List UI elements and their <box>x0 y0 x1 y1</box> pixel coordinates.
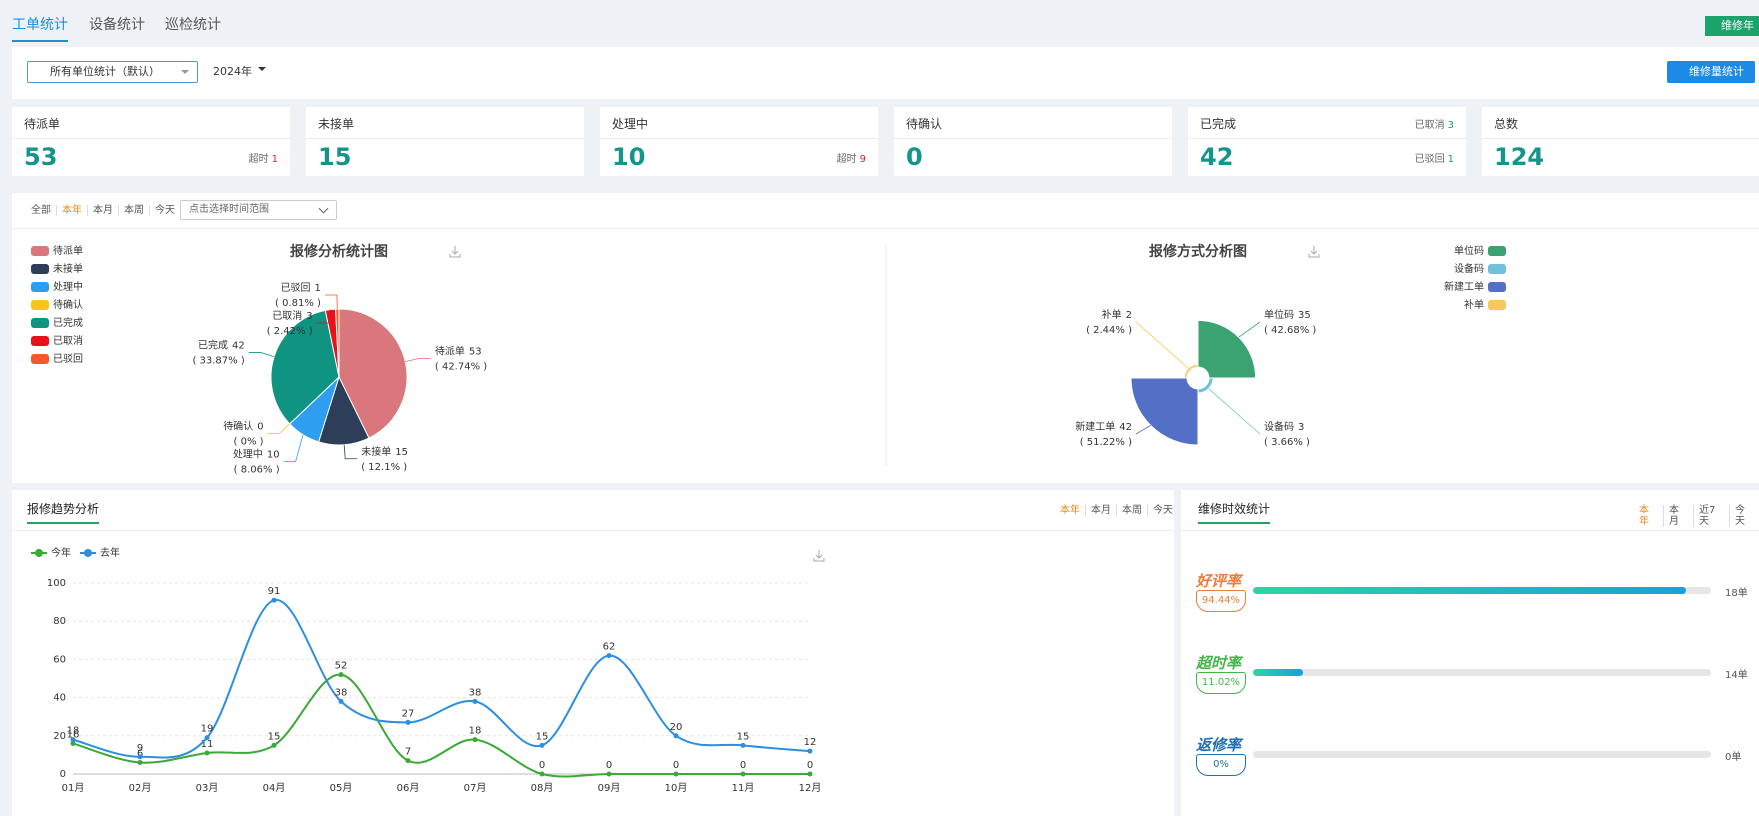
rate-track <box>1253 587 1711 594</box>
stat-label: 未接单 <box>318 117 355 131</box>
rate-badge: 0% <box>1196 754 1246 776</box>
stat-value: 0 <box>906 143 923 171</box>
stat-button[interactable]: 维修量统计 <box>1667 61 1755 83</box>
tab[interactable]: 本年 <box>1639 505 1649 527</box>
stat-label: 待派单 <box>24 117 61 131</box>
tab[interactable]: 本周 <box>1116 505 1147 516</box>
tab[interactable]: 今天 <box>149 205 180 216</box>
stat-card: 待确认 0 <box>894 107 1172 176</box>
rate-name: 好评率 <box>1196 572 1242 590</box>
extra-label: 已取消 <box>1414 120 1445 131</box>
stat-extra: 超时 9 <box>837 150 866 165</box>
stat-value: 124 <box>1494 143 1545 171</box>
stat-value: 15 <box>318 143 352 171</box>
tab[interactable]: 设备统计 <box>89 17 145 33</box>
tab[interactable]: 今天 <box>1729 505 1759 527</box>
year-select[interactable]: 2024年 <box>213 65 266 78</box>
stat-label: 待确认 <box>906 117 943 131</box>
tab[interactable]: 本年 <box>1060 505 1080 516</box>
rate-count: 18单 <box>1725 588 1748 599</box>
tab[interactable]: 本月 <box>1085 505 1116 516</box>
range-tabs: 全部 本年 本月 本周 今天 <box>26 205 180 216</box>
panel-title: 维修时效统计 <box>1198 500 1271 524</box>
extra-label: 超时 <box>248 154 269 165</box>
tab[interactable]: 本月 <box>87 205 118 216</box>
extra-label: 超时 <box>836 154 857 165</box>
stat-extra: 已取消 3 <box>1415 116 1454 131</box>
stat-card: 处理中 10 超时 9 <box>600 107 878 176</box>
tab[interactable]: 全部 <box>31 205 51 216</box>
rate-name: 返修率 <box>1196 736 1242 754</box>
stat-value: 53 <box>24 143 58 171</box>
tab[interactable]: 工单统计 <box>12 14 68 42</box>
extra-value: 9 <box>859 154 866 165</box>
efficiency-tabs: 本年 本月 近7天 今天 <box>1634 505 1759 527</box>
tab[interactable]: 今天 <box>1147 505 1178 516</box>
date-picker[interactable]: 点击选择时间范围 <box>180 200 337 220</box>
trend-tabs: 本年 本月 本周 今天 <box>1055 505 1178 516</box>
rate-bar <box>1253 669 1304 676</box>
trend-panel <box>12 490 1174 816</box>
panel-title: 报修趋势分析 <box>27 500 100 524</box>
rate-name: 超时率 <box>1196 654 1242 672</box>
stat-card: 已完成 42 已取消 3 已驳回 1 <box>1188 107 1466 176</box>
divider <box>1181 530 1759 531</box>
extra-value: 1 <box>1447 154 1454 165</box>
stat-label: 总数 <box>1494 117 1519 131</box>
rate-track <box>1253 751 1711 758</box>
stat-label: 已完成 <box>1200 117 1237 131</box>
tab[interactable]: 近7天 <box>1692 505 1729 527</box>
divider <box>12 228 1759 229</box>
analysis-panel <box>12 193 1759 483</box>
rate-track <box>1253 669 1711 676</box>
stat-label: 处理中 <box>612 117 649 131</box>
tab[interactable]: 巡检统计 <box>165 17 221 33</box>
stat-extra: 已驳回 1 <box>1415 150 1454 165</box>
stat-value: 42 <box>1200 143 1234 171</box>
extra-value: 1 <box>271 154 278 165</box>
stat-extra: 超时 1 <box>249 150 278 165</box>
unit-select[interactable]: 所有单位统计（默认） <box>27 61 198 83</box>
divider <box>12 530 1174 531</box>
stat-card: 未接单 15 <box>306 107 584 176</box>
tab[interactable]: 本周 <box>118 205 149 216</box>
tab[interactable]: 本年 <box>56 205 87 216</box>
efficiency-panel <box>1181 490 1759 816</box>
stat-card: 总数 124 <box>1482 107 1759 176</box>
stat-value: 10 <box>612 143 646 171</box>
stat-card: 待派单 53 超时 1 <box>12 107 290 176</box>
rate-badge: 94.44% <box>1196 590 1246 612</box>
extra-value: 3 <box>1447 120 1454 131</box>
tab[interactable]: 本月 <box>1662 505 1693 527</box>
top-button[interactable]: 维修年 <box>1705 16 1759 36</box>
rate-bar <box>1253 587 1686 594</box>
rate-count: 14单 <box>1725 670 1748 681</box>
rate-badge: 11.02% <box>1196 672 1246 694</box>
extra-label: 已驳回 <box>1414 154 1445 165</box>
rate-count: 0单 <box>1725 752 1742 763</box>
filter-panel <box>12 47 1759 99</box>
